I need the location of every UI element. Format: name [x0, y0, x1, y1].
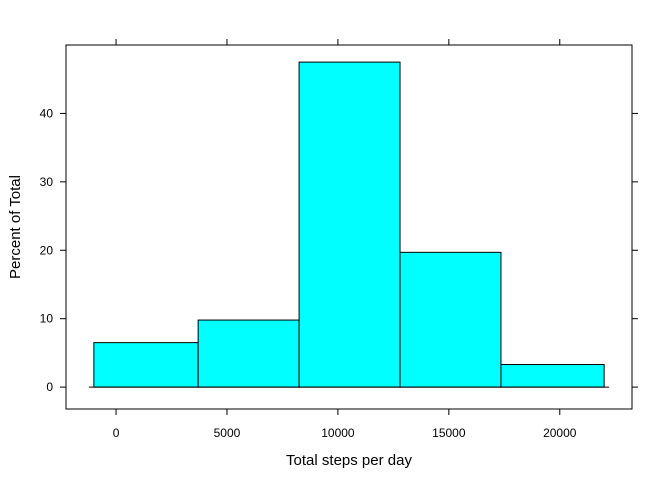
histogram-bar-3: [298, 61, 401, 388]
x-axis-label: Total steps per day: [286, 452, 412, 469]
histogram-bar-1: [93, 342, 199, 388]
plot-frame: [65, 44, 633, 410]
histogram-bar-5: [500, 364, 605, 388]
y-axis-label: Percent of Total: [7, 175, 24, 279]
histogram-bar-4: [399, 251, 502, 388]
y-axis-ticks: 0 10 20 30 40: [40, 106, 638, 394]
y-tick-label-3: 30: [40, 175, 54, 189]
x-tick-label-0: 0: [113, 426, 120, 440]
y-tick-label-4: 40: [40, 106, 54, 120]
x-tick-label-4: 20000: [543, 426, 577, 440]
y-tick-label-2: 20: [40, 243, 54, 257]
y-tick-label-1: 10: [40, 312, 54, 326]
x-axis-ticks: 0 5000 10000 15000 20000: [113, 39, 577, 440]
x-tick-label-3: 15000: [432, 426, 466, 440]
x-tick-label-1: 5000: [214, 426, 241, 440]
x-tick-label-2: 10000: [321, 426, 355, 440]
histogram-bar-2: [197, 319, 300, 388]
y-tick-label-0: 0: [46, 380, 53, 394]
bars-group: [88, 61, 610, 388]
